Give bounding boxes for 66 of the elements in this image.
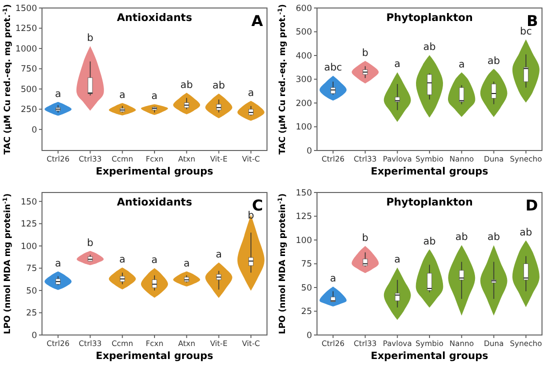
x-axis-title: Experimental groups [96, 351, 214, 362]
y-tick-label: 600 [296, 4, 312, 14]
annotation: ab [488, 232, 500, 244]
y-tick-label: 100 [296, 236, 312, 246]
annotation: C [252, 196, 263, 214]
y-tick-label: 75 [26, 264, 37, 274]
chart-title: Phytoplankton [386, 12, 473, 24]
annotation: A [251, 12, 264, 30]
annotation: a [119, 90, 126, 102]
annotation: ab [488, 56, 500, 67]
y-tick-label: 75 [301, 260, 312, 270]
annotation: a [184, 258, 190, 270]
chart-title: Antioxidants [116, 12, 192, 24]
y-tick-label: 0 [306, 146, 312, 156]
annotation: a [248, 88, 254, 99]
annotation: b [362, 48, 368, 59]
y-tick-label: 100 [20, 242, 37, 252]
x-axis-title: Experimental groups [96, 166, 214, 178]
annotation: a [394, 254, 400, 266]
x-axis-title: Experimental groups [370, 166, 488, 178]
annotation: a [216, 249, 222, 260]
y-tick-label: 0 [306, 330, 312, 341]
chart-title: Antioxidants [116, 196, 192, 208]
y-tick-label: 125 [20, 220, 37, 230]
annotation: a [151, 91, 158, 102]
annotation: ab [423, 236, 436, 248]
y-tick-label: 25 [26, 308, 37, 319]
y-tick-label: 150 [296, 188, 312, 198]
y-tick-label: 0 [32, 330, 37, 341]
y-tick-label: 50 [26, 286, 37, 296]
y-tick-label: 50 [301, 283, 312, 294]
x-axis-title: Experimental groups [370, 351, 488, 362]
annotation: ab [520, 227, 532, 238]
annotation: a [394, 59, 400, 70]
annotation: D [526, 196, 538, 214]
annotation: b [362, 232, 368, 244]
y-tick-label: 100 [296, 122, 312, 133]
annotation: b [248, 210, 254, 222]
annotation: b [87, 33, 94, 44]
y-tick-label: 400 [296, 51, 312, 62]
y-tick-label: 250 [20, 105, 37, 116]
annotation: ab [180, 80, 193, 91]
annotation: a [330, 274, 336, 285]
annotation: ab [455, 232, 468, 244]
y-tick-label: 1250 [15, 24, 37, 34]
y-tick-label: 1000 [15, 44, 37, 54]
annotation: abc [324, 62, 342, 74]
annotation: a [151, 255, 158, 266]
y-tick-label: 25 [301, 307, 312, 318]
y-tick-label: 1500 [15, 4, 37, 14]
annotation: a [55, 258, 62, 270]
y-tick-label: 150 [20, 197, 37, 208]
y-tick-label: 500 [296, 28, 312, 38]
annotation: a [119, 254, 126, 266]
annotation: a [458, 59, 465, 70]
y-tick-label: 0 [32, 125, 37, 136]
y-tick-label: 750 [20, 64, 37, 75]
y-tick-label: 300 [296, 75, 312, 86]
annotation: a [55, 88, 62, 100]
y-tick-label: 500 [20, 84, 37, 95]
annotation: ab [423, 42, 436, 54]
y-tick-label: 200 [296, 98, 312, 109]
y-tick-label: 125 [296, 212, 312, 222]
annotation: b [87, 238, 94, 249]
chart-title: Phytoplankton [386, 196, 473, 208]
annotation: ab [212, 80, 226, 92]
